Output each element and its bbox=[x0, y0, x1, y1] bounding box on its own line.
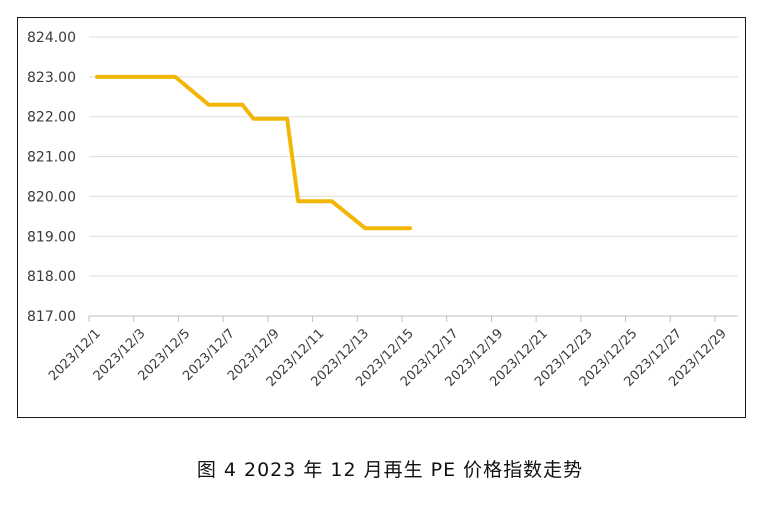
y-tick-label: 821.00 bbox=[27, 150, 76, 166]
y-tick-label: 823.00 bbox=[27, 70, 76, 86]
x-axis-ticks: 2023/12/12023/12/32023/12/52023/12/72023… bbox=[46, 316, 730, 390]
y-tick-label: 820.00 bbox=[27, 189, 76, 205]
gridlines bbox=[89, 36, 738, 277]
y-tick-label: 819.00 bbox=[27, 229, 76, 245]
series-layer bbox=[95, 74, 412, 231]
y-axis-ticks: 817.00 818.00 819.00 820.00 821.00 822.00 823.… bbox=[27, 30, 76, 325]
y-tick-label: 817.00 bbox=[27, 309, 76, 325]
y-tick-label: 822.00 bbox=[27, 110, 76, 126]
y-tick-label: 818.00 bbox=[27, 269, 76, 285]
y-tick-label: 824.00 bbox=[27, 30, 76, 46]
series-line bbox=[95, 74, 412, 231]
chart-frame bbox=[17, 17, 746, 418]
figure-caption: 图 4 2023 年 12 月再生 PE 价格指数走势 bbox=[196, 459, 584, 481]
